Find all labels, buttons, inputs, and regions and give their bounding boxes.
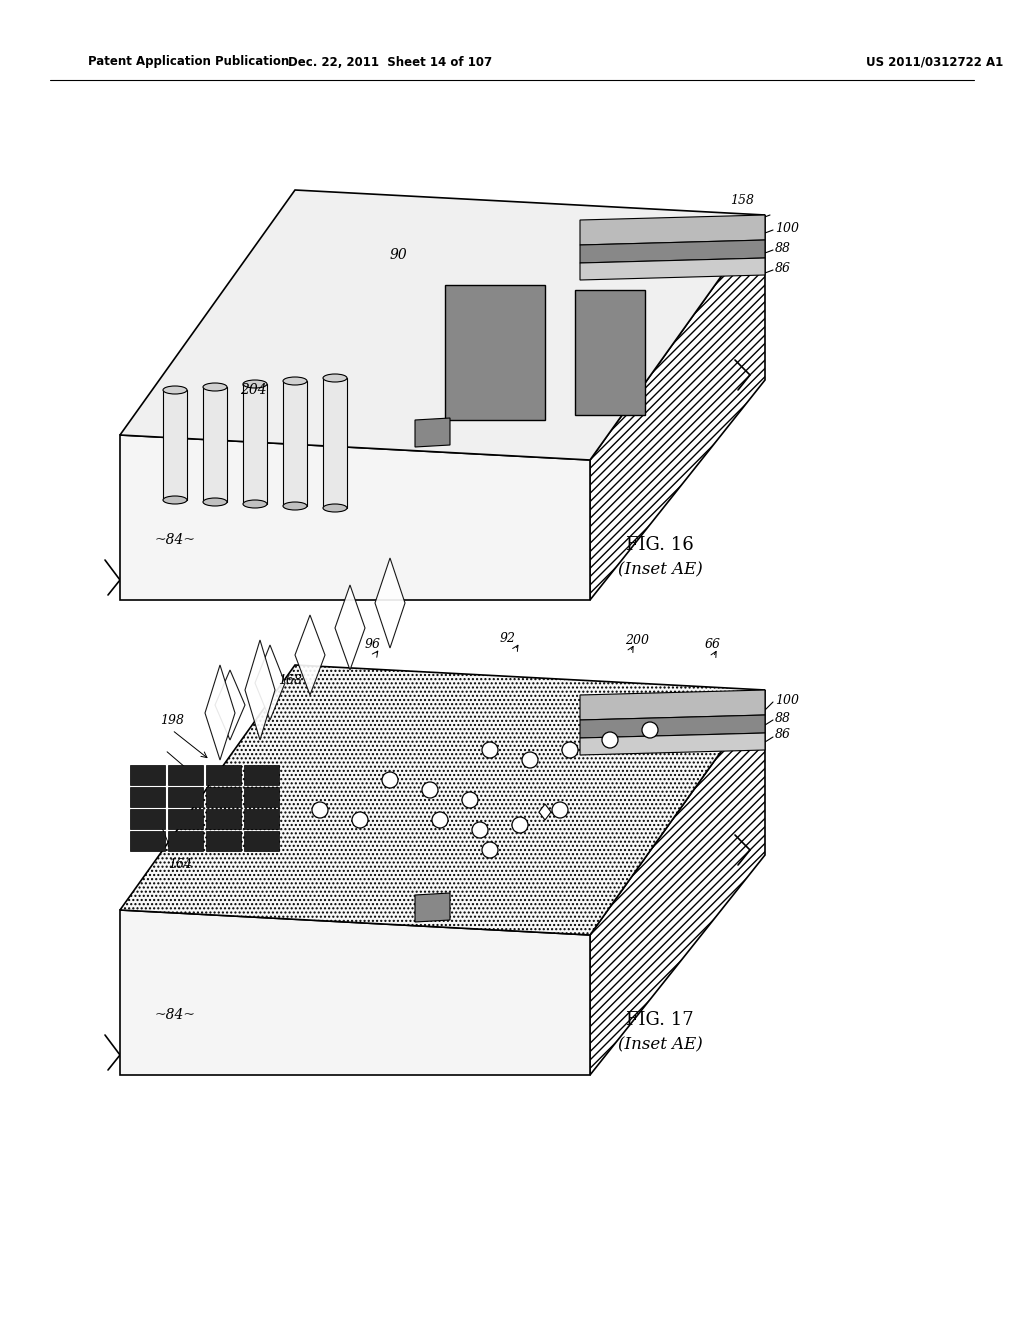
Polygon shape <box>206 809 241 829</box>
Polygon shape <box>168 832 203 851</box>
Polygon shape <box>130 766 165 785</box>
Text: 100: 100 <box>775 222 799 235</box>
Circle shape <box>462 792 478 808</box>
Circle shape <box>382 772 398 788</box>
Circle shape <box>472 822 488 838</box>
Text: 88: 88 <box>775 242 791 255</box>
Text: ~84~: ~84~ <box>155 533 196 546</box>
Polygon shape <box>335 585 365 671</box>
Circle shape <box>432 812 449 828</box>
Text: Dec. 22, 2011  Sheet 14 of 107: Dec. 22, 2011 Sheet 14 of 107 <box>288 55 493 69</box>
Ellipse shape <box>243 500 267 508</box>
Text: 198: 198 <box>160 714 184 726</box>
Polygon shape <box>244 809 279 829</box>
Polygon shape <box>120 436 590 601</box>
Text: FIG. 17: FIG. 17 <box>627 1011 694 1030</box>
Polygon shape <box>168 787 203 807</box>
Ellipse shape <box>163 496 187 504</box>
Text: 164: 164 <box>168 858 193 871</box>
Polygon shape <box>130 809 165 829</box>
Polygon shape <box>323 378 347 508</box>
Polygon shape <box>244 766 279 785</box>
Polygon shape <box>120 190 765 459</box>
Ellipse shape <box>283 378 307 385</box>
Polygon shape <box>580 215 765 246</box>
Circle shape <box>482 742 498 758</box>
Polygon shape <box>590 690 765 1074</box>
Polygon shape <box>130 832 165 851</box>
Text: 200: 200 <box>625 634 649 647</box>
Circle shape <box>482 842 498 858</box>
Polygon shape <box>244 832 279 851</box>
Text: 88: 88 <box>775 711 791 725</box>
Circle shape <box>312 803 328 818</box>
Text: (Inset AE): (Inset AE) <box>617 561 702 578</box>
Text: 86: 86 <box>775 729 791 742</box>
Text: (Inset AE): (Inset AE) <box>617 1036 702 1053</box>
Text: 96: 96 <box>365 639 381 652</box>
Polygon shape <box>590 215 765 601</box>
Text: FIG. 16: FIG. 16 <box>626 536 694 554</box>
Circle shape <box>422 781 438 799</box>
Polygon shape <box>580 240 765 263</box>
Text: ~84~: ~84~ <box>155 1008 196 1022</box>
Text: 90: 90 <box>390 248 408 261</box>
Ellipse shape <box>203 383 227 391</box>
Polygon shape <box>580 257 765 280</box>
Circle shape <box>642 722 658 738</box>
Text: 100: 100 <box>775 693 799 706</box>
Polygon shape <box>206 787 241 807</box>
Polygon shape <box>580 690 765 719</box>
Text: 204: 204 <box>240 383 266 397</box>
Polygon shape <box>203 387 227 502</box>
Polygon shape <box>168 809 203 829</box>
Polygon shape <box>168 766 203 785</box>
Text: US 2011/0312722 A1: US 2011/0312722 A1 <box>866 55 1004 69</box>
Polygon shape <box>295 615 325 696</box>
Ellipse shape <box>203 498 227 506</box>
Polygon shape <box>255 645 285 719</box>
Polygon shape <box>445 285 545 420</box>
Polygon shape <box>575 290 645 414</box>
Polygon shape <box>206 832 241 851</box>
Polygon shape <box>375 558 406 648</box>
Polygon shape <box>215 671 245 741</box>
Text: 168: 168 <box>278 673 302 686</box>
Text: 86: 86 <box>775 261 791 275</box>
Polygon shape <box>539 804 551 820</box>
Text: 92: 92 <box>500 631 516 644</box>
Polygon shape <box>130 787 165 807</box>
Ellipse shape <box>163 385 187 393</box>
Polygon shape <box>243 384 267 504</box>
Ellipse shape <box>323 374 347 381</box>
Polygon shape <box>244 787 279 807</box>
Polygon shape <box>205 665 234 760</box>
Polygon shape <box>163 389 187 500</box>
Polygon shape <box>120 909 590 1074</box>
Circle shape <box>602 733 618 748</box>
Circle shape <box>512 817 528 833</box>
Circle shape <box>352 812 368 828</box>
Circle shape <box>522 752 538 768</box>
Ellipse shape <box>323 504 347 512</box>
Text: 158: 158 <box>730 194 754 206</box>
Polygon shape <box>415 894 450 921</box>
Polygon shape <box>580 715 765 738</box>
Ellipse shape <box>283 502 307 510</box>
Polygon shape <box>245 640 275 741</box>
Polygon shape <box>415 418 450 447</box>
Polygon shape <box>580 733 765 755</box>
Polygon shape <box>283 381 307 506</box>
Polygon shape <box>120 665 765 935</box>
Circle shape <box>552 803 568 818</box>
Circle shape <box>562 742 578 758</box>
Ellipse shape <box>243 380 267 388</box>
Text: Patent Application Publication: Patent Application Publication <box>88 55 289 69</box>
Polygon shape <box>206 766 241 785</box>
Text: 66: 66 <box>705 639 721 652</box>
